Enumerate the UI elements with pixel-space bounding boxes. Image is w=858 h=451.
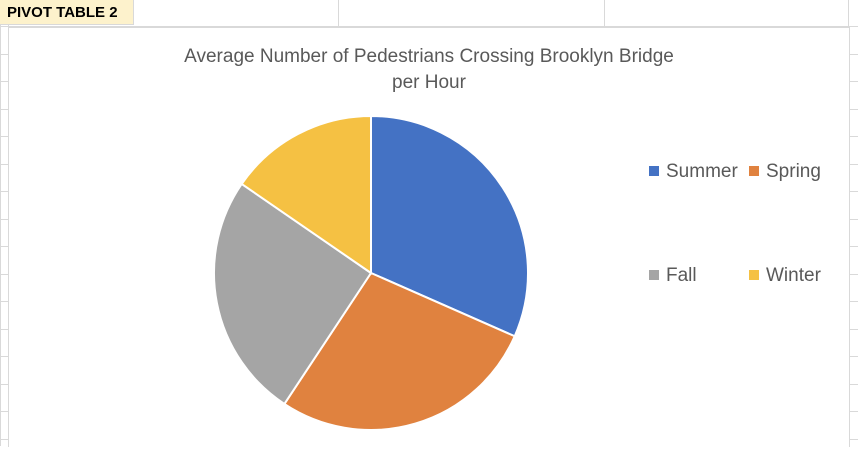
pie-slice-summer[interactable] xyxy=(370,114,529,338)
legend-label-summer: Summer xyxy=(666,161,738,182)
legend-swatch-winter xyxy=(749,270,759,280)
chart-title-line-1: Average Number of Pedestrians Crossing B… xyxy=(184,46,674,67)
legend-swatch-fall xyxy=(649,270,659,280)
legend-swatch-spring xyxy=(749,166,759,176)
legend-item-winter: Winter xyxy=(749,265,821,287)
legend-swatch-summer xyxy=(649,166,659,176)
legend-label-fall: Fall xyxy=(666,265,697,286)
chart-title: Average Number of Pedestrians Crossing B… xyxy=(9,44,849,96)
pie-chart xyxy=(213,114,529,431)
chart-title-line-2: per Hour xyxy=(392,72,466,93)
legend-item-spring: Spring xyxy=(749,161,821,183)
legend-item-summer: Summer xyxy=(649,161,738,183)
pie-slice-spring[interactable] xyxy=(283,271,517,431)
legend-label-winter: Winter xyxy=(766,265,821,286)
legend-label-spring: Spring xyxy=(766,161,821,182)
pivot-table-label[interactable]: PIVOT TABLE 2 xyxy=(0,0,134,25)
legend-item-fall: Fall xyxy=(649,265,697,287)
pie-slice-fall[interactable] xyxy=(213,182,373,406)
pie-slice-winter[interactable] xyxy=(240,114,372,275)
chart-area[interactable]: Average Number of Pedestrians Crossing B… xyxy=(8,27,850,447)
